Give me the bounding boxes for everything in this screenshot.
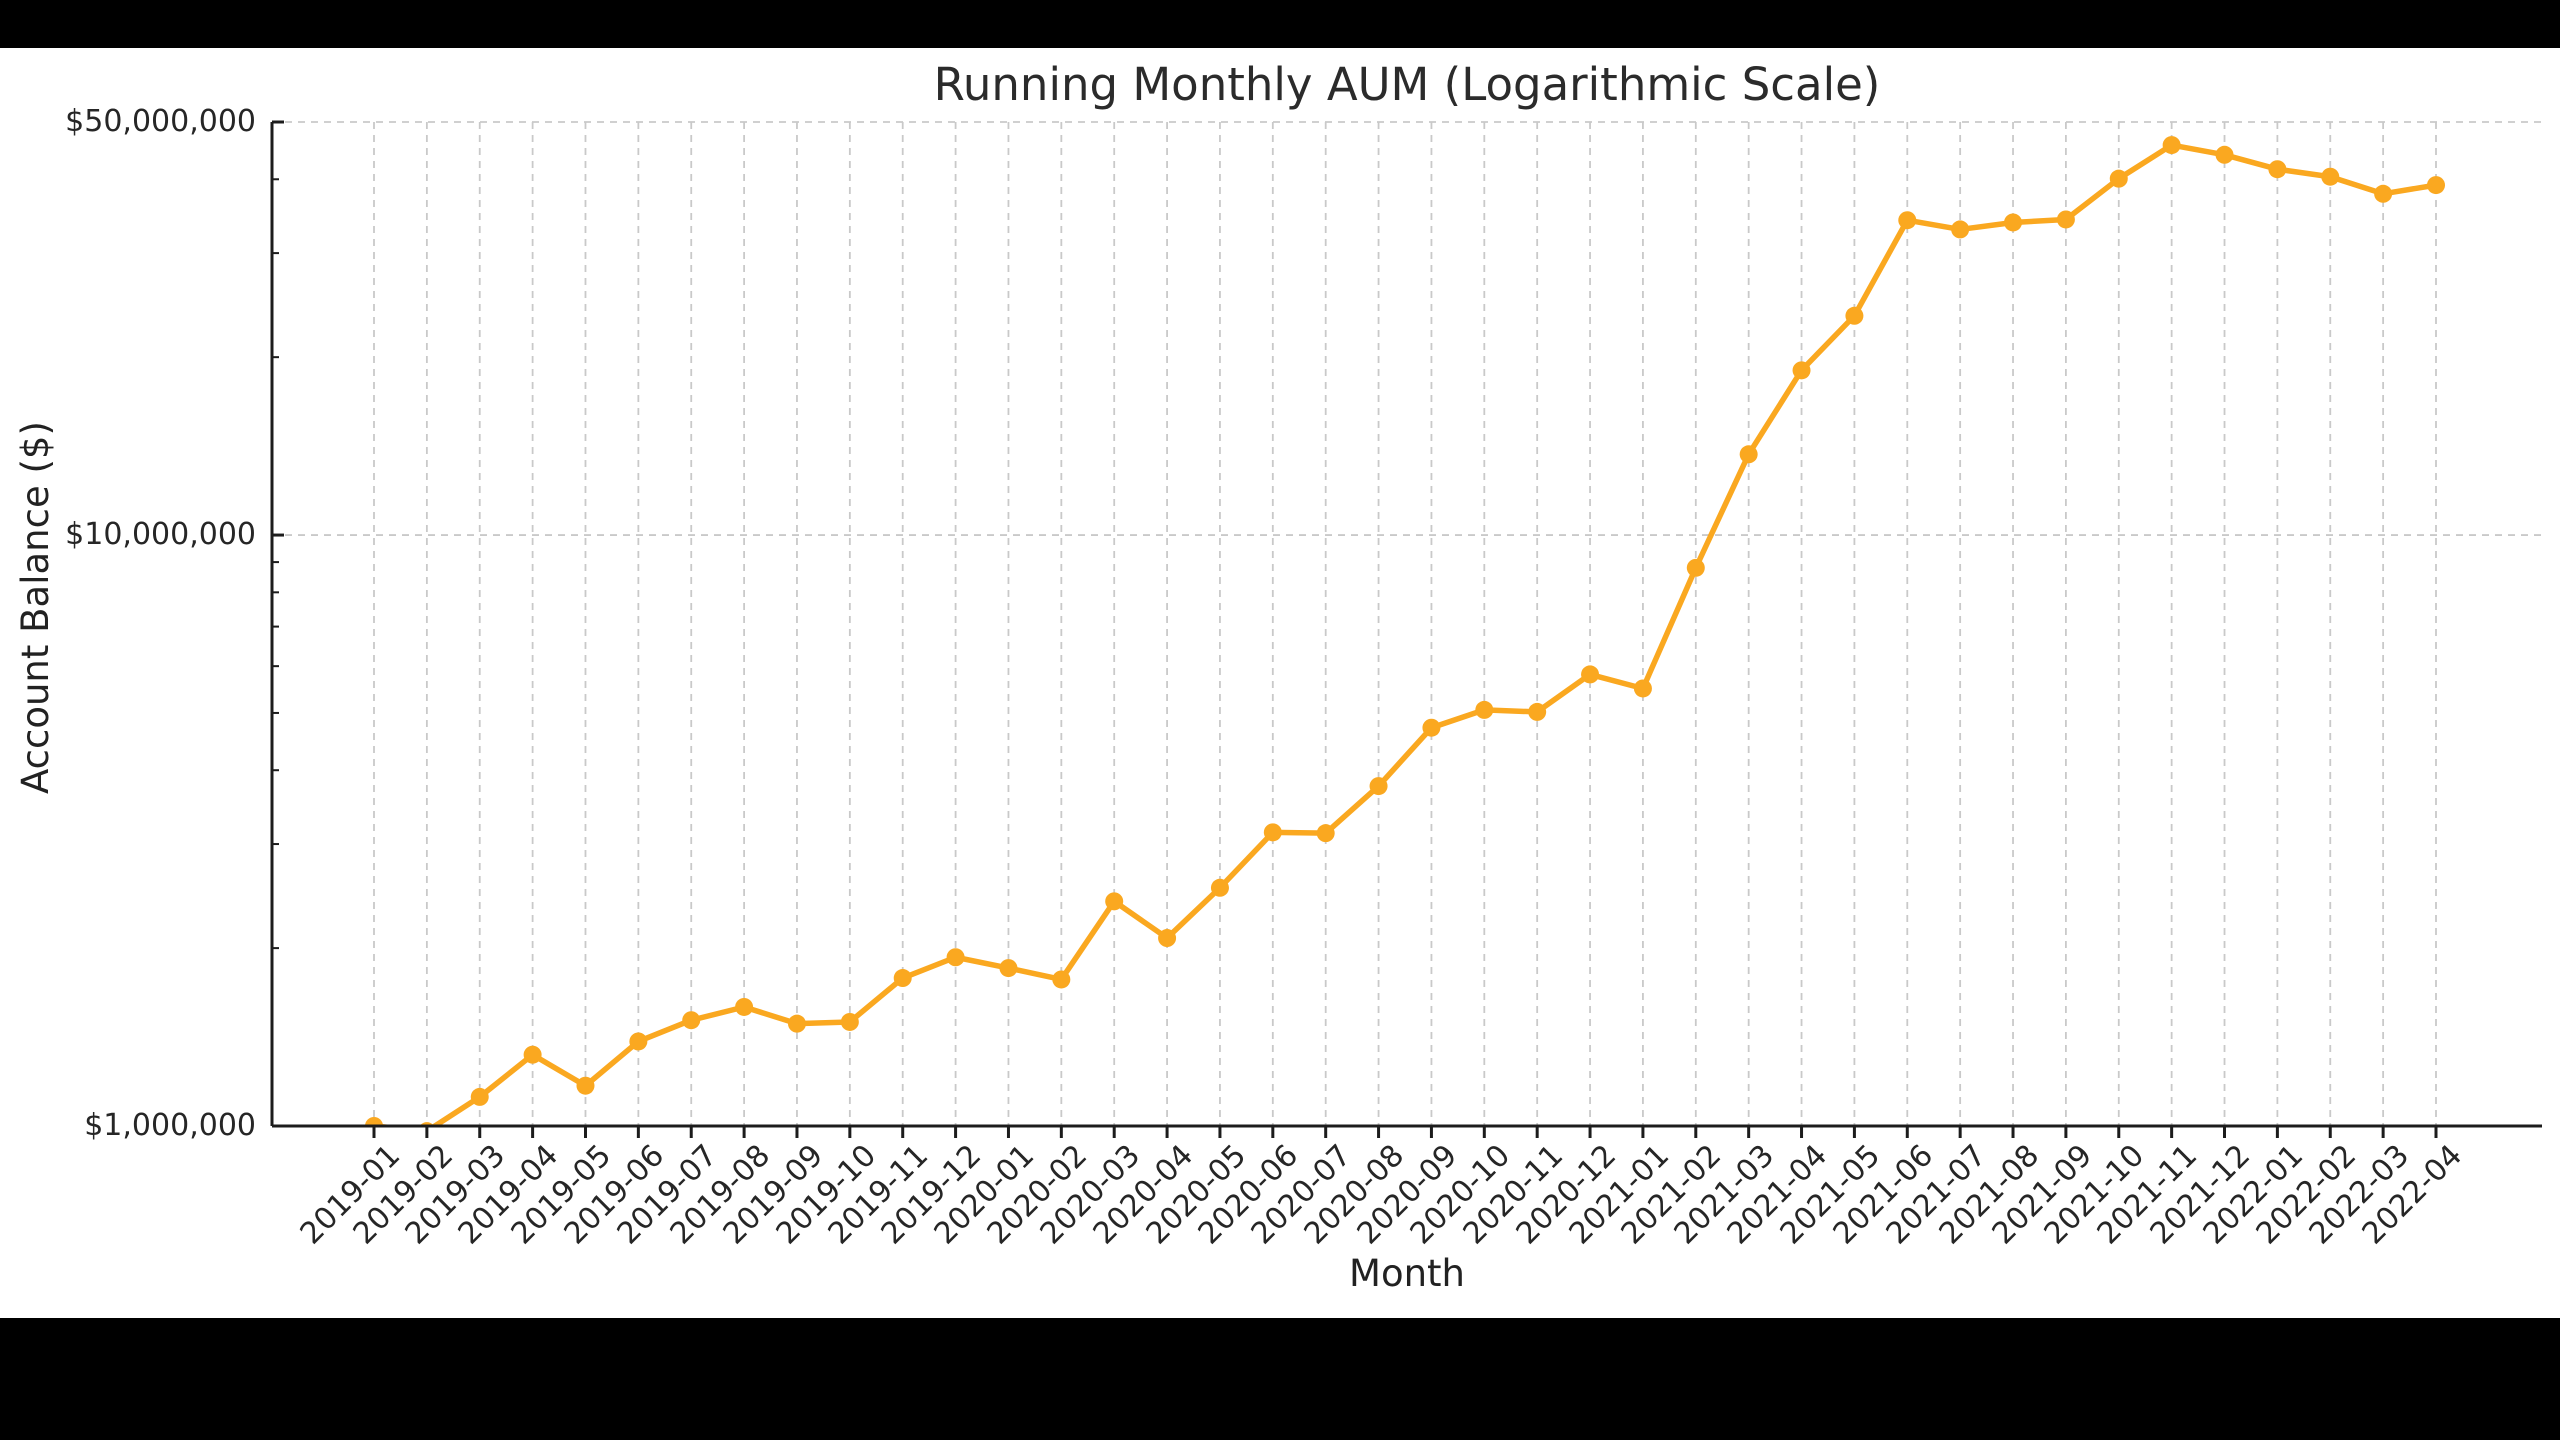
x-axis-label: Month <box>1349 1252 1465 1295</box>
data-point-marker <box>1581 665 1600 684</box>
data-point-marker <box>2162 136 2181 155</box>
data-point-marker <box>1528 702 1547 721</box>
data-point-marker <box>1739 445 1758 464</box>
data-point-marker <box>2427 176 2445 195</box>
y-tick-label: $1,000,000 <box>84 1108 256 1143</box>
data-point-marker <box>1633 679 1652 698</box>
y-axis-label: Account Balance ($) <box>14 421 57 794</box>
data-point-marker <box>629 1032 648 1051</box>
data-point-marker <box>1792 361 1811 380</box>
data-point-marker <box>1422 718 1441 737</box>
data-point-marker <box>2056 210 2075 229</box>
chart-canvas <box>270 120 2542 1138</box>
data-point-marker <box>1475 700 1494 719</box>
data-point-marker <box>2004 213 2023 232</box>
chart-title: Running Monthly AUM (Logarithmic Scale) <box>933 58 1881 111</box>
bottom-letterbox: Line chart of simulated backtest results <box>0 1318 2560 1440</box>
data-point-marker <box>365 1117 383 1126</box>
data-point-marker <box>1686 558 1705 577</box>
data-point-marker <box>523 1045 542 1064</box>
data-point-marker <box>576 1076 595 1095</box>
top-letterbox <box>0 0 2560 48</box>
data-point-marker <box>1105 892 1124 911</box>
data-point-marker <box>1316 824 1335 843</box>
data-point-marker <box>2321 167 2340 186</box>
data-point-marker <box>1158 929 1177 948</box>
data-point-marker <box>787 1014 806 1033</box>
data-point-marker <box>840 1012 859 1031</box>
data-point-marker <box>2109 169 2128 188</box>
aum-line <box>371 142 2439 1126</box>
data-point-marker <box>682 1011 701 1030</box>
data-point-marker <box>470 1087 489 1106</box>
data-point-marker <box>1210 878 1229 897</box>
data-point-marker <box>2374 184 2393 203</box>
data-point-marker <box>1369 777 1388 796</box>
data-point-marker <box>2215 145 2234 164</box>
data-point-marker <box>1263 823 1282 842</box>
data-point-marker <box>735 997 754 1016</box>
data-point-marker <box>2268 160 2287 179</box>
data-point-marker <box>1951 220 1970 239</box>
data-point-marker <box>1845 306 1864 325</box>
data-point-marker <box>1052 970 1071 989</box>
data-point-marker <box>1898 211 1917 230</box>
data-point-marker <box>999 959 1018 978</box>
data-point-marker <box>893 969 912 988</box>
y-tick-label: $10,000,000 <box>65 517 256 553</box>
y-tick-label: $50,000,000 <box>65 104 256 139</box>
data-point-marker <box>946 948 965 967</box>
